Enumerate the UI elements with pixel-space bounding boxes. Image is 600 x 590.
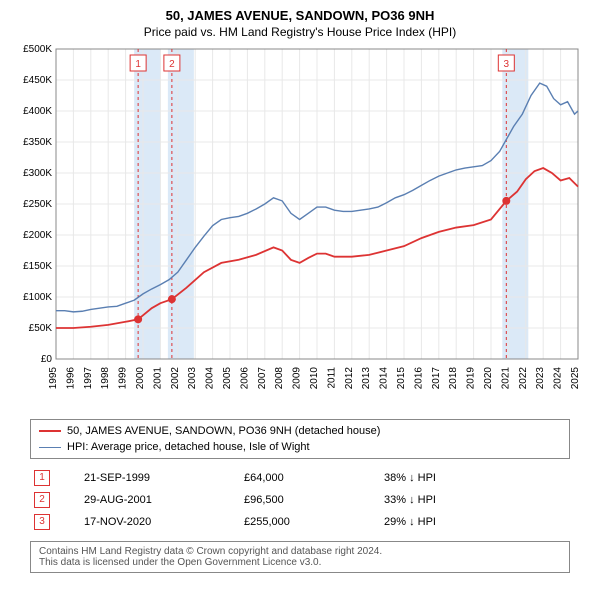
sale-marker-box: 1 <box>34 470 50 486</box>
x-tick-label: 2002 <box>170 367 181 390</box>
x-tick-label: 2025 <box>570 367 581 390</box>
legend-label: HPI: Average price, detached house, Isle… <box>67 441 310 453</box>
sale-price: £96,500 <box>240 489 380 511</box>
sale-marker-box: 2 <box>34 492 50 508</box>
legend-swatch <box>39 447 61 448</box>
y-tick-label: £500K <box>23 44 52 55</box>
y-tick-label: £350K <box>23 137 52 148</box>
x-tick-label: 2018 <box>448 367 459 390</box>
x-tick-label: 2005 <box>222 367 233 390</box>
y-tick-label: £300K <box>23 168 52 179</box>
x-tick-label: 2015 <box>396 367 407 390</box>
sale-delta: 29% ↓ HPI <box>380 511 570 533</box>
x-tick-label: 1995 <box>48 367 59 390</box>
legend-swatch <box>39 430 61 432</box>
chart-svg: £0 £50K £100K £150K £200K £250K £300K £350K £400… <box>10 43 590 413</box>
table-row: 2 29-AUG-2001£96,50033% ↓ HPI <box>30 489 570 511</box>
x-tick-label: 2001 <box>152 367 163 390</box>
x-tick-label: 2010 <box>309 367 320 390</box>
table-row: 3 17-NOV-2020£255,00029% ↓ HPI <box>30 511 570 533</box>
sale-marker-box: 3 <box>34 514 50 530</box>
y-tick-label: £100K <box>23 292 52 303</box>
sale-marker-label: 3 <box>504 59 510 70</box>
y-tick-label: £450K <box>23 75 52 86</box>
y-tick-label: £400K <box>23 106 52 117</box>
x-tick-label: 2023 <box>535 367 546 390</box>
legend-row: HPI: Average price, detached house, Isle… <box>39 439 561 455</box>
sale-date: 17-NOV-2020 <box>80 511 240 533</box>
x-tick-label: 1997 <box>83 367 94 390</box>
y-tick-label: £0 <box>41 354 53 365</box>
x-tick-label: 2004 <box>205 367 216 390</box>
x-tick-label: 2024 <box>553 367 564 390</box>
x-tick-label: 2013 <box>361 367 372 390</box>
y-tick-label: £200K <box>23 230 52 241</box>
chart-subtitle: Price paid vs. HM Land Registry's House … <box>10 25 590 39</box>
chart-container: 50, JAMES AVENUE, SANDOWN, PO36 9NH Pric… <box>0 0 600 583</box>
x-tick-label: 2021 <box>500 367 511 390</box>
x-tick-label: 2007 <box>257 367 268 390</box>
sale-marker-label: 2 <box>169 59 175 70</box>
chart-title: 50, JAMES AVENUE, SANDOWN, PO36 9NH <box>10 8 590 23</box>
x-tick-label: 2016 <box>413 367 424 390</box>
x-tick-label: 2014 <box>379 367 390 390</box>
table-row: 1 21-SEP-1999£64,00038% ↓ HPI <box>30 467 570 489</box>
title-block: 50, JAMES AVENUE, SANDOWN, PO36 9NH Pric… <box>10 8 590 39</box>
sale-price: £255,000 <box>240 511 380 533</box>
sale-date: 29-AUG-2001 <box>80 489 240 511</box>
legend-label: 50, JAMES AVENUE, SANDOWN, PO36 9NH (det… <box>67 425 380 437</box>
x-tick-label: 2008 <box>274 367 285 390</box>
x-tick-label: 2009 <box>292 367 303 390</box>
x-tick-label: 2006 <box>239 367 250 390</box>
y-tick-label: £150K <box>23 261 52 272</box>
x-tick-label: 1996 <box>65 367 76 390</box>
x-tick-label: 1998 <box>100 367 111 390</box>
legend-row: 50, JAMES AVENUE, SANDOWN, PO36 9NH (det… <box>39 423 561 439</box>
x-tick-label: 2017 <box>431 367 442 390</box>
x-tick-label: 2011 <box>326 367 337 389</box>
sales-table: 1 21-SEP-1999£64,00038% ↓ HPI 2 29-AUG-2001… <box>30 467 570 533</box>
sale-marker-label: 1 <box>135 59 141 70</box>
x-tick-label: 2022 <box>518 367 529 390</box>
y-tick-label: £250K <box>23 199 52 210</box>
x-tick-label: 2003 <box>187 367 198 390</box>
sale-delta: 38% ↓ HPI <box>380 467 570 489</box>
sale-date: 21-SEP-1999 <box>80 467 240 489</box>
x-tick-label: 2012 <box>344 367 355 390</box>
footer-line-1: Contains HM Land Registry data © Crown c… <box>39 546 561 557</box>
sale-price: £64,000 <box>240 467 380 489</box>
footer: Contains HM Land Registry data © Crown c… <box>30 541 570 573</box>
chart-area: £0 £50K £100K £150K £200K £250K £300K £350K £400… <box>10 43 590 413</box>
x-tick-label: 1999 <box>118 367 129 390</box>
x-tick-label: 2000 <box>135 367 146 390</box>
y-tick-label: £50K <box>29 323 53 334</box>
sale-delta: 33% ↓ HPI <box>380 489 570 511</box>
x-tick-label: 2020 <box>483 367 494 390</box>
x-tick-label: 2019 <box>466 367 477 390</box>
footer-line-2: This data is licensed under the Open Gov… <box>39 557 561 568</box>
legend: 50, JAMES AVENUE, SANDOWN, PO36 9NH (det… <box>30 419 570 459</box>
